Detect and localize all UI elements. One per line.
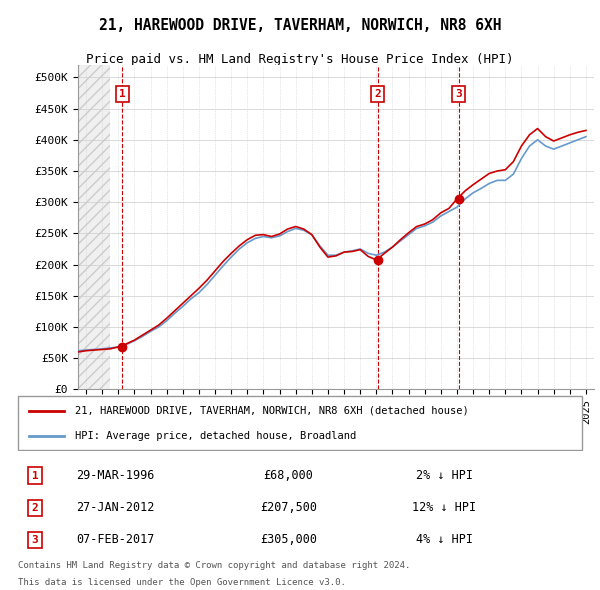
Bar [78,65,110,389]
Text: 27-JAN-2012: 27-JAN-2012 [76,502,155,514]
Text: 29-MAR-1996: 29-MAR-1996 [76,469,155,482]
Text: 21, HAREWOOD DRIVE, TAVERHAM, NORWICH, NR8 6XH (detached house): 21, HAREWOOD DRIVE, TAVERHAM, NORWICH, N… [76,406,469,416]
Text: 2: 2 [32,503,38,513]
Text: £207,500: £207,500 [260,502,317,514]
Text: 2% ↓ HPI: 2% ↓ HPI [415,469,473,482]
Text: 2: 2 [374,89,381,99]
Text: Contains HM Land Registry data © Crown copyright and database right 2024.: Contains HM Land Registry data © Crown c… [18,561,410,571]
Text: 3: 3 [455,89,462,99]
Text: 1: 1 [32,471,38,481]
Text: 21, HAREWOOD DRIVE, TAVERHAM, NORWICH, NR8 6XH: 21, HAREWOOD DRIVE, TAVERHAM, NORWICH, N… [99,18,501,32]
Text: Price paid vs. HM Land Registry's House Price Index (HPI): Price paid vs. HM Land Registry's House … [86,53,514,66]
Text: £305,000: £305,000 [260,533,317,546]
FancyBboxPatch shape [18,396,582,450]
Text: 3: 3 [32,535,38,545]
Text: 07-FEB-2017: 07-FEB-2017 [76,533,155,546]
Text: HPI: Average price, detached house, Broadland: HPI: Average price, detached house, Broa… [76,431,356,441]
Text: £68,000: £68,000 [263,469,313,482]
Text: 1: 1 [119,89,126,99]
Text: 12% ↓ HPI: 12% ↓ HPI [412,502,476,514]
Text: 4% ↓ HPI: 4% ↓ HPI [415,533,473,546]
Text: This data is licensed under the Open Government Licence v3.0.: This data is licensed under the Open Gov… [18,578,346,588]
